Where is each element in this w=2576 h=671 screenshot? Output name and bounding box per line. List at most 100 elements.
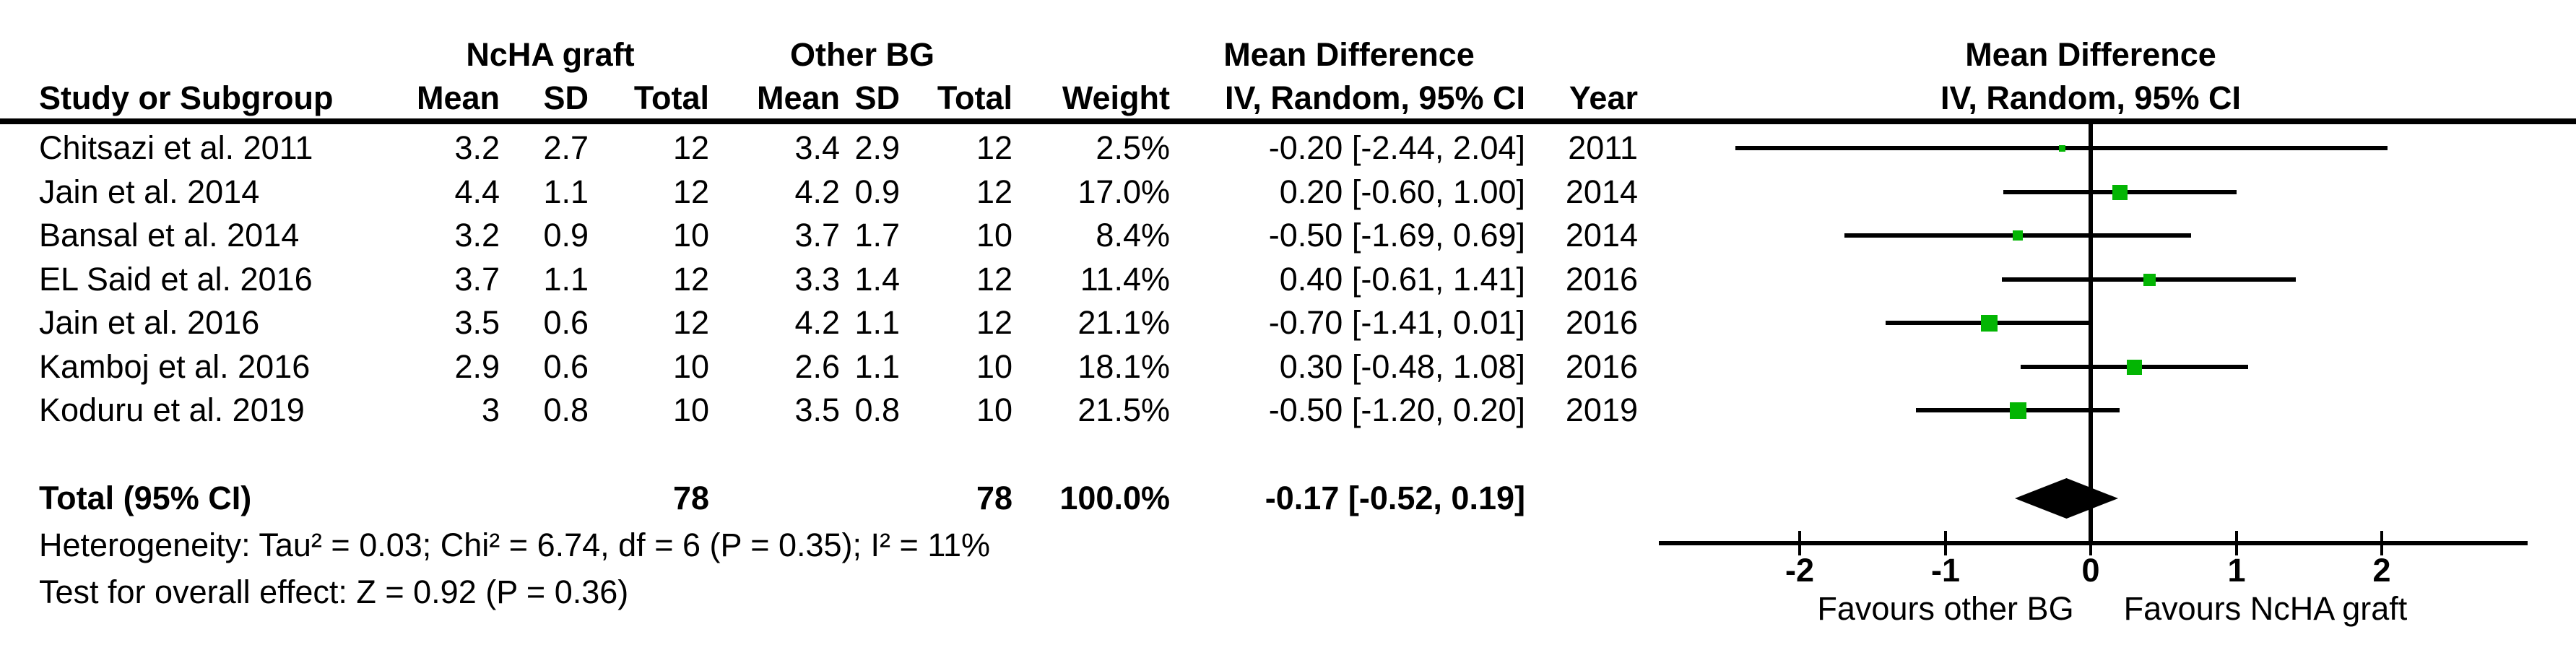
- ncha-mean: 3.7: [454, 261, 500, 298]
- ncha-mean: 3.2: [454, 129, 500, 166]
- column-header-ncha-mean: Mean: [416, 79, 500, 116]
- plot-title: Mean Difference: [1965, 36, 2216, 73]
- bg-mean: 3.4: [794, 129, 840, 166]
- bg-mean: 3.7: [794, 217, 840, 254]
- study-name: Koduru et al. 2019: [39, 391, 305, 428]
- ncha-sd: 0.9: [543, 217, 589, 254]
- column-header-ncha-sd: SD: [543, 79, 589, 116]
- column-header-bg-mean: Mean: [756, 79, 840, 116]
- year: 2011: [1568, 129, 1638, 166]
- ncha-sd: 1.1: [543, 261, 589, 298]
- x-axis-line: [1659, 541, 2528, 545]
- bg-total: 12: [976, 261, 1012, 298]
- column-header-weight: Weight: [1062, 79, 1170, 116]
- favours-left-label: Favours other BG: [1817, 590, 2074, 627]
- ncha-mean: 4.4: [454, 173, 500, 210]
- ncha-total: 12: [672, 129, 709, 166]
- header-divider-rule: [0, 118, 2576, 124]
- ncha-sd: 2.7: [543, 129, 589, 166]
- bg-total: 10: [976, 217, 1012, 254]
- study-name: Kamboj et al. 2016: [39, 348, 311, 385]
- md-ci-text: 0.20 [-0.60, 1.00]: [1279, 173, 1525, 210]
- weight: 8.4%: [1096, 217, 1170, 254]
- column-header-bg-sd: SD: [854, 79, 900, 116]
- x-axis-tick: [2235, 531, 2238, 555]
- bg-mean: 3.3: [794, 261, 840, 298]
- x-axis-tick-label: 1: [2227, 552, 2246, 589]
- point-estimate-marker: [2058, 144, 2065, 152]
- study-name: Chitsazi et al. 2011: [39, 129, 313, 166]
- x-axis-tick: [1798, 531, 1801, 555]
- study-name: Jain et al. 2016: [39, 304, 260, 341]
- zero-effect-line: [2089, 124, 2093, 545]
- weight: 17.0%: [1077, 173, 1170, 210]
- year: 2016: [1565, 304, 1638, 341]
- md-ci-text: 0.40 [-0.61, 1.41]: [1279, 261, 1525, 298]
- x-axis-tick: [1944, 531, 1947, 555]
- bg-sd: 1.1: [854, 348, 900, 385]
- bg-mean: 2.6: [794, 348, 840, 385]
- md-ci-text: -0.70 [-1.41, 0.01]: [1268, 304, 1525, 341]
- column-header-study: Study or Subgroup: [39, 79, 334, 116]
- overall-effect-test: Test for overall effect: Z = 0.92 (P = 0…: [39, 573, 629, 610]
- point-estimate-marker: [1980, 314, 1998, 332]
- total-ncha-n: 78: [672, 480, 709, 516]
- point-estimate-marker: [2143, 273, 2156, 286]
- ncha-total: 10: [672, 217, 709, 254]
- x-axis-tick: [2380, 531, 2383, 555]
- study-name: Jain et al. 2014: [39, 173, 260, 210]
- column-header-bg-total: Total: [937, 79, 1012, 116]
- ncha-sd: 0.6: [543, 304, 589, 341]
- group-header-ncha-graft: NcHA graft: [466, 36, 635, 73]
- point-estimate-marker: [2009, 402, 2026, 419]
- ncha-mean: 2.9: [454, 348, 500, 385]
- bg-sd: 2.9: [854, 129, 900, 166]
- bg-sd: 1.7: [854, 217, 900, 254]
- bg-total: 12: [976, 304, 1012, 341]
- ncha-mean: 3.5: [454, 304, 500, 341]
- bg-total: 12: [976, 173, 1012, 210]
- weight: 18.1%: [1077, 348, 1170, 385]
- weight: 11.4%: [1080, 261, 1170, 298]
- total-md-ci-text: -0.17 [-0.52, 0.19]: [1265, 480, 1525, 516]
- ncha-total: 12: [672, 304, 709, 341]
- x-axis-tick-label: -2: [1784, 552, 1814, 589]
- ncha-sd: 0.8: [543, 391, 589, 428]
- year: 2016: [1565, 348, 1638, 385]
- bg-sd: 1.4: [854, 261, 900, 298]
- study-name: EL Said et al. 2016: [39, 261, 313, 298]
- total-bg-n: 78: [976, 480, 1012, 516]
- md-ci-text: -0.20 [-2.44, 2.04]: [1268, 129, 1525, 166]
- md-column-title: Mean Difference: [1223, 36, 1475, 73]
- point-estimate-marker: [2112, 184, 2128, 200]
- year: 2019: [1565, 391, 1638, 428]
- ncha-sd: 1.1: [543, 173, 589, 210]
- column-header-year: Year: [1569, 79, 1638, 116]
- bg-sd: 1.1: [854, 304, 900, 341]
- bg-total: 10: [976, 348, 1012, 385]
- pooled-effect-diamond: [2015, 478, 2118, 519]
- bg-sd: 0.9: [854, 173, 900, 210]
- ncha-mean: 3: [481, 391, 500, 428]
- bg-mean: 3.5: [794, 391, 840, 428]
- bg-total: 10: [976, 391, 1012, 428]
- group-header-other-bg: Other BG: [789, 36, 935, 73]
- year: 2014: [1565, 217, 1638, 254]
- x-axis-tick-label: 2: [2372, 552, 2391, 589]
- plot-subtitle: IV, Random, 95% CI: [1940, 79, 2241, 116]
- md-ci-text: -0.50 [-1.20, 0.20]: [1268, 391, 1525, 428]
- x-axis-tick: [2089, 531, 2092, 555]
- column-header-ci: IV, Random, 95% CI: [1225, 79, 1525, 116]
- ncha-total: 10: [672, 348, 709, 385]
- ncha-total: 12: [672, 261, 709, 298]
- year: 2014: [1565, 173, 1638, 210]
- ncha-sd: 0.6: [543, 348, 589, 385]
- bg-total: 12: [976, 129, 1012, 166]
- point-estimate-marker: [2013, 230, 2023, 241]
- total-label: Total (95% CI): [39, 480, 252, 516]
- bg-mean: 4.2: [794, 304, 840, 341]
- heterogeneity-stats: Heterogeneity: Tau² = 0.03; Chi² = 6.74,…: [39, 527, 991, 563]
- study-name: Bansal et al. 2014: [39, 217, 300, 254]
- ncha-mean: 3.2: [454, 217, 500, 254]
